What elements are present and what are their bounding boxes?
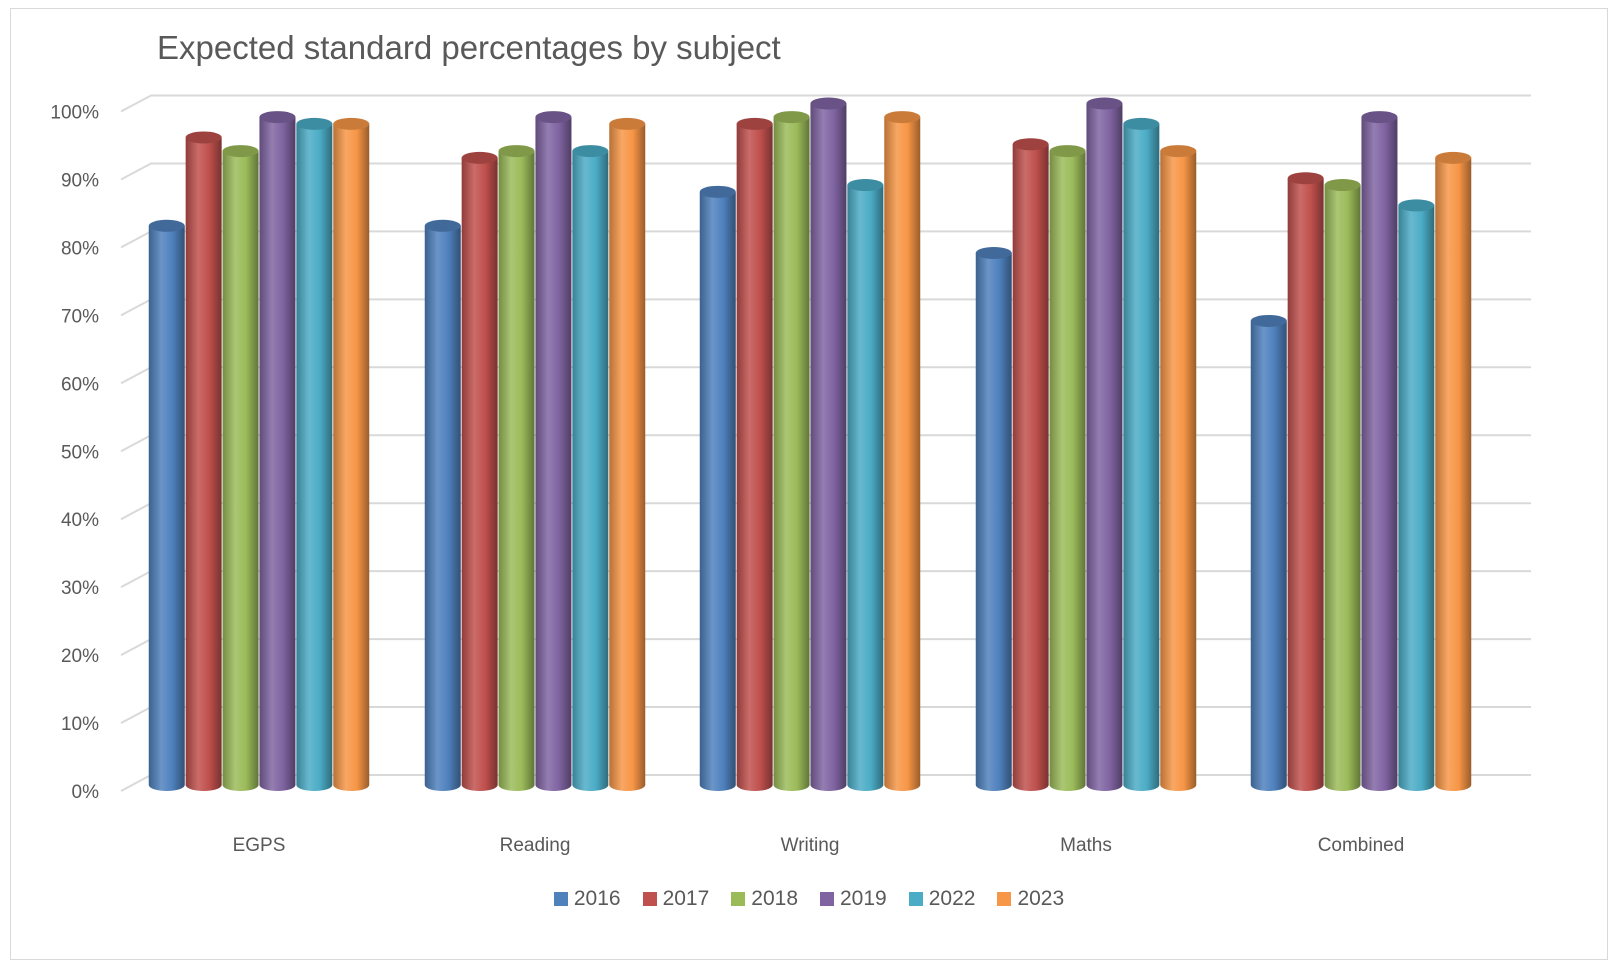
- bar-writing-2019: [810, 97, 847, 792]
- y-tick-label: 60%: [61, 374, 99, 395]
- bar-combined-2017: [1287, 172, 1324, 792]
- legend-swatch: [553, 892, 568, 906]
- bar-maths-2017: [1012, 138, 1049, 792]
- legend-item: 2019: [820, 887, 887, 911]
- x-tick-label: Combined: [1318, 835, 1405, 856]
- bar-reading-2023: [609, 117, 646, 792]
- y-tick-label: 10%: [61, 714, 99, 735]
- legend-swatch: [997, 892, 1012, 906]
- bar-writing-2017: [736, 117, 773, 792]
- legend-label: 2022: [928, 887, 976, 910]
- legend-swatch: [731, 892, 746, 906]
- chart-title: Expected standard percentages by subject: [157, 29, 781, 66]
- bar-combined-2022: [1398, 199, 1435, 792]
- legend-label: 2016: [573, 887, 621, 910]
- bar-maths-2019: [1086, 97, 1123, 792]
- bar-egps-2016: [148, 219, 185, 792]
- y-tick-label: 90%: [61, 170, 99, 191]
- y-tick-label: 20%: [61, 646, 99, 667]
- legend-swatch: [908, 892, 923, 906]
- bar-reading-2019: [535, 111, 572, 792]
- bar-writing-2022: [847, 179, 884, 792]
- bar-writing-2018: [773, 111, 810, 792]
- bar-combined-2019: [1361, 111, 1398, 792]
- gridline: [120, 94, 1531, 113]
- bar-maths-2022: [1123, 117, 1160, 792]
- bar-combined-2023: [1435, 151, 1472, 792]
- y-tick-label: 40%: [61, 510, 99, 531]
- x-tick-label: EGPS: [233, 835, 286, 856]
- bar-egps-2023: [333, 117, 370, 792]
- y-tick-label: 30%: [61, 578, 99, 599]
- y-tick-label: 80%: [61, 238, 99, 259]
- legend-item: 2023: [997, 887, 1064, 911]
- bar-maths-2016: [975, 246, 1012, 792]
- bar-combined-2016: [1250, 314, 1287, 792]
- bar-egps-2018: [222, 145, 259, 792]
- bar-egps-2019: [259, 111, 296, 792]
- legend-swatch: [642, 892, 657, 906]
- y-tick-label: 0%: [72, 782, 100, 803]
- bar-writing-2016: [699, 185, 736, 792]
- bar-combined-2018: [1324, 179, 1361, 792]
- chart-legend: 2016 2017 2018 2019 2022 2023: [11, 887, 1607, 911]
- bar-reading-2022: [572, 145, 609, 792]
- y-tick-label: 70%: [61, 306, 99, 327]
- legend-item: 2016: [553, 887, 621, 911]
- bar-reading-2018: [498, 145, 535, 792]
- legend-item: 2018: [731, 887, 798, 911]
- x-tick-label: Maths: [1060, 835, 1112, 856]
- bar-egps-2022: [296, 117, 333, 791]
- legend-label: 2017: [662, 887, 710, 910]
- bar-reading-2016: [424, 219, 461, 792]
- bar-reading-2017: [461, 151, 498, 792]
- legend-swatch: [820, 892, 834, 906]
- y-tick-label: 50%: [61, 442, 99, 463]
- legend-label: 2023: [1017, 887, 1065, 910]
- bar-writing-2023: [884, 111, 921, 792]
- bar-maths-2023: [1160, 145, 1197, 792]
- legend-item: 2017: [642, 887, 710, 911]
- chart-plot-area: 0% 10% 20% 30% 40% 50% 60% 70% 80% 90% 100% EGPS Rea…: [50, 94, 1531, 856]
- x-tick-label: Writing: [781, 835, 840, 856]
- legend-label: 2018: [751, 887, 798, 910]
- legend-label: 2019: [840, 887, 887, 910]
- chart-frame: Expected standard percentages by subject…: [10, 8, 1608, 960]
- legend-item: 2022: [908, 887, 976, 911]
- bar-maths-2018: [1049, 145, 1086, 792]
- bar-egps-2017: [185, 131, 222, 792]
- x-tick-label: Reading: [500, 835, 571, 856]
- y-tick-label: 100%: [50, 103, 99, 124]
